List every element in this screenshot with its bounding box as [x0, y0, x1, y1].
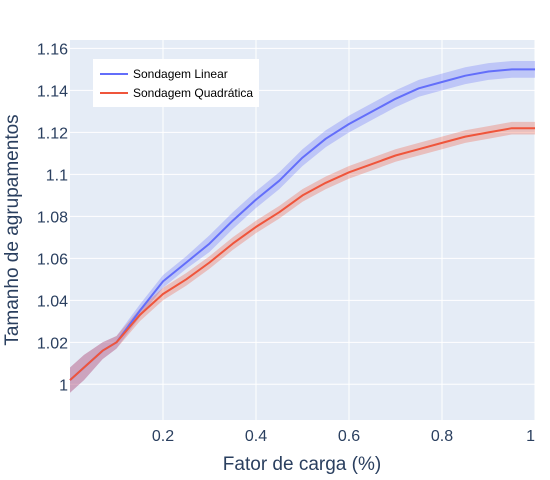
- legend-box: [93, 59, 259, 107]
- legend-label-quadratic: Sondagem Quadrática: [133, 86, 253, 100]
- y-tick-label: 1: [59, 377, 68, 394]
- y-tick-label: 1.12: [37, 125, 68, 142]
- legend: Sondagem Linear Sondagem Quadrática: [93, 59, 259, 107]
- x-tick-label: 0.4: [245, 428, 267, 445]
- x-axis-ticks: 0.2 0.4 0.6 0.8 1: [152, 428, 535, 445]
- y-tick-label: 1.08: [37, 209, 68, 226]
- x-tick-label: 0.6: [338, 428, 360, 445]
- y-tick-label: 1.06: [37, 251, 68, 268]
- x-tick-label: 0.8: [431, 428, 453, 445]
- y-axis-title: Tamanho de agrupamentos: [2, 114, 23, 345]
- y-tick-label: 1.14: [37, 83, 68, 100]
- y-tick-label: 1.1: [46, 167, 68, 184]
- y-tick-label: 1.16: [37, 41, 68, 58]
- series-lines: [69, 68, 535, 381]
- x-tick-label: 1: [526, 428, 535, 445]
- y-axis-ticks: 1 1.02 1.04 1.06 1.08 1.1 1.12 1.14 1.16: [37, 41, 68, 394]
- y-tick-label: 1.02: [37, 335, 68, 352]
- series-line-1: [69, 127, 535, 381]
- y-tick-label: 1.04: [37, 293, 68, 310]
- legend-label-linear: Sondagem Linear: [133, 67, 228, 81]
- x-tick-label: 0.2: [152, 428, 174, 445]
- x-axis-title: Fator de carga (%): [223, 454, 381, 475]
